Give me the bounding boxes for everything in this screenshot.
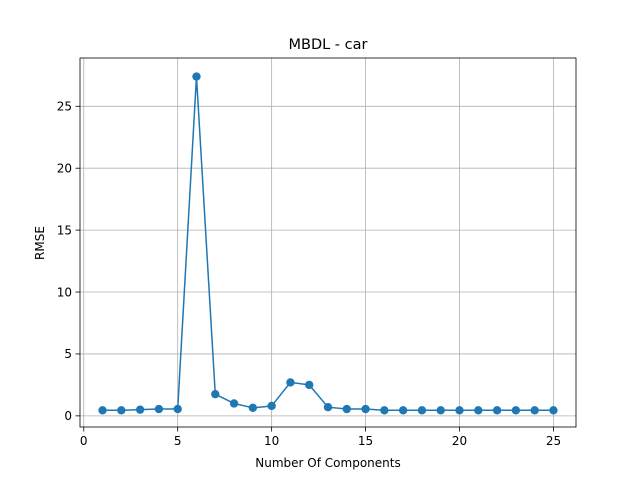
data-point	[380, 406, 389, 415]
data-point	[530, 406, 539, 415]
y-tick-label: 15	[57, 223, 72, 237]
data-point	[474, 406, 483, 415]
data-point	[455, 406, 464, 415]
data-series	[98, 72, 558, 415]
axis-ticks: 0 5 10 15 20 25 0 5 10 15 20 25	[57, 100, 561, 448]
data-point	[173, 404, 182, 414]
plot-frame	[79, 57, 577, 428]
data-point	[98, 406, 107, 415]
y-tick-label: 10	[57, 285, 72, 299]
data-point	[248, 403, 258, 413]
x-axis-label: Number Of Components	[255, 456, 400, 470]
data-point	[229, 399, 239, 408]
data-point	[117, 406, 126, 415]
x-tick-label: 25	[546, 434, 561, 448]
data-point	[511, 406, 521, 415]
x-tick-label: 5	[174, 434, 182, 448]
data-point	[286, 378, 295, 387]
y-tick-label: 20	[57, 162, 72, 176]
data-point	[135, 405, 145, 414]
grid-lines	[80, 58, 576, 427]
data-point	[398, 406, 408, 415]
y-tick-label: 5	[64, 347, 72, 361]
data-point	[154, 404, 164, 414]
data-point	[417, 406, 427, 415]
data-point	[549, 406, 558, 415]
x-tick-label: 0	[80, 434, 88, 448]
data-point	[436, 406, 445, 415]
data-point	[267, 401, 276, 411]
data-point	[305, 380, 314, 390]
data-point	[361, 404, 370, 414]
x-tick-label: 15	[358, 434, 373, 448]
y-tick-label: 25	[57, 100, 72, 114]
x-tick-label: 20	[452, 434, 467, 448]
y-tick-label: 0	[64, 409, 72, 423]
data-point	[192, 72, 201, 81]
y-axis-label: RMSE	[33, 226, 47, 260]
data-point	[211, 389, 220, 399]
data-point	[342, 404, 351, 414]
chart-title: MBDL - car	[289, 37, 368, 53]
data-point	[492, 406, 502, 415]
data-point	[323, 402, 333, 412]
x-tick-label: 10	[264, 434, 279, 448]
